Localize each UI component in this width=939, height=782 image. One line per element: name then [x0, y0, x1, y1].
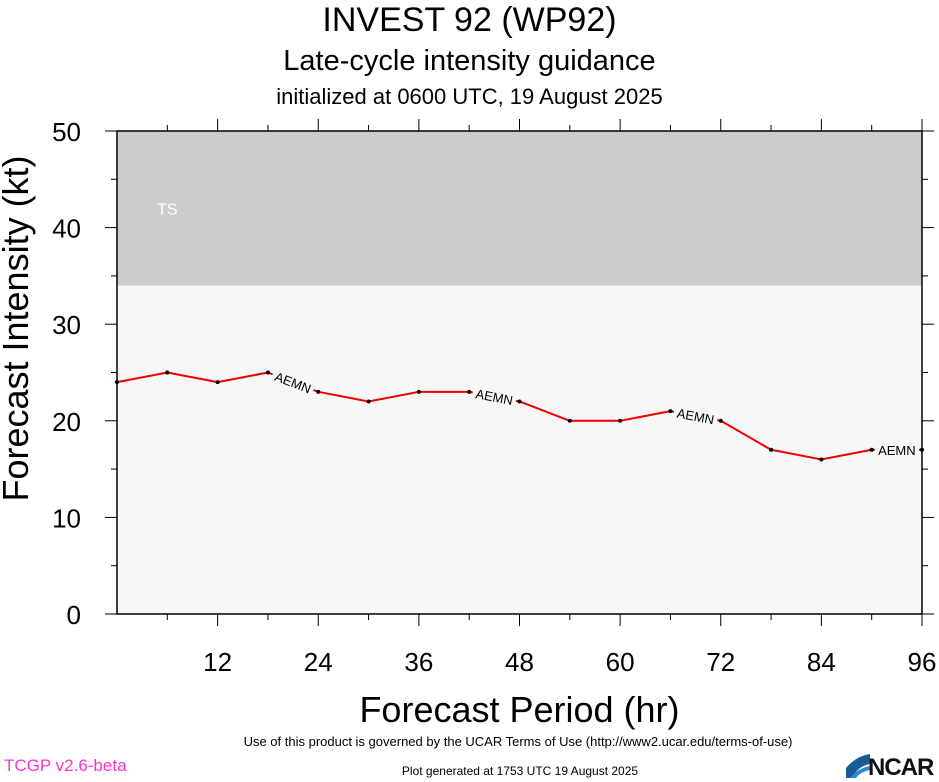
series-point-aemn: [115, 380, 119, 385]
y-tick-label: 30: [52, 310, 81, 340]
series-point-aemn: [165, 370, 170, 375]
version-label: TCGP v2.6-beta: [4, 756, 127, 775]
chart-title: INVEST 92 (WP92): [322, 1, 617, 39]
y-tick-label: 10: [52, 503, 81, 533]
x-tick-label: 84: [807, 647, 836, 677]
band-label-ts: TS: [157, 201, 177, 218]
y-tick-label: 40: [52, 214, 81, 244]
series-label-aemn: AEMN: [474, 386, 514, 408]
x-axis-label: Forecast Period (hr): [359, 689, 679, 730]
y-tick-label: 0: [67, 600, 81, 630]
series-label-aemn: AEMN: [676, 406, 716, 428]
y-tick-label: 50: [52, 117, 81, 147]
x-tick-label: 12: [203, 647, 232, 677]
series-point-aemn: [416, 389, 421, 394]
series-line-aemn: [368, 390, 420, 403]
series-point-aemn: [668, 409, 673, 414]
series-line-aemn: [318, 390, 369, 403]
series-point-aemn: [467, 389, 472, 394]
series-line-aemn: [770, 448, 822, 461]
x-tick-label: 24: [304, 647, 333, 677]
init-time: initialized at 0600 UTC, 19 August 2025: [276, 84, 663, 109]
series-point-aemn: [517, 399, 522, 404]
x-tick-label: 72: [706, 647, 735, 677]
y-axis-label: Forecast Intensity (kt): [0, 155, 36, 501]
ncar-logo-text: NCAR: [868, 754, 934, 781]
series-line-aemn: [619, 410, 671, 422]
series-point-aemn: [265, 370, 270, 375]
series-point-aemn: [869, 447, 874, 452]
x-tick-label: 96: [908, 647, 937, 677]
y-tick-label: 20: [52, 407, 81, 437]
series-line-aemn: [217, 371, 269, 384]
generated-time: Plot generated at 1753 UTC 19 August 202…: [401, 764, 639, 778]
series-point-aemn: [920, 447, 924, 452]
series-point-aemn: [819, 457, 824, 462]
series-point-aemn: [316, 389, 321, 394]
series-label-aemn: AEMN: [878, 443, 916, 458]
series-point-aemn: [618, 418, 623, 423]
x-tick-label: 48: [505, 647, 534, 677]
series-line-aemn: [720, 419, 772, 451]
chart-subtitle: Late-cycle intensity guidance: [283, 45, 656, 77]
x-tick-label: 36: [404, 647, 433, 677]
ncar-logo: NCAR: [846, 752, 939, 781]
series-point-aemn: [718, 418, 723, 423]
x-tick-label: 60: [606, 647, 635, 677]
series-line-aemn: [821, 448, 872, 461]
series-line-aemn: [519, 400, 571, 422]
ncar-logo-icon: [846, 754, 870, 778]
series-point-aemn: [366, 399, 371, 404]
terms-of-use: Use of this product is governed by the U…: [243, 734, 793, 749]
series-point-aemn: [215, 380, 220, 385]
series-point-aemn: [567, 418, 572, 423]
series-line-aemn: [116, 371, 168, 384]
series-line-aemn: [167, 371, 218, 384]
series-point-aemn: [769, 447, 774, 452]
band-ts: [117, 131, 922, 286]
